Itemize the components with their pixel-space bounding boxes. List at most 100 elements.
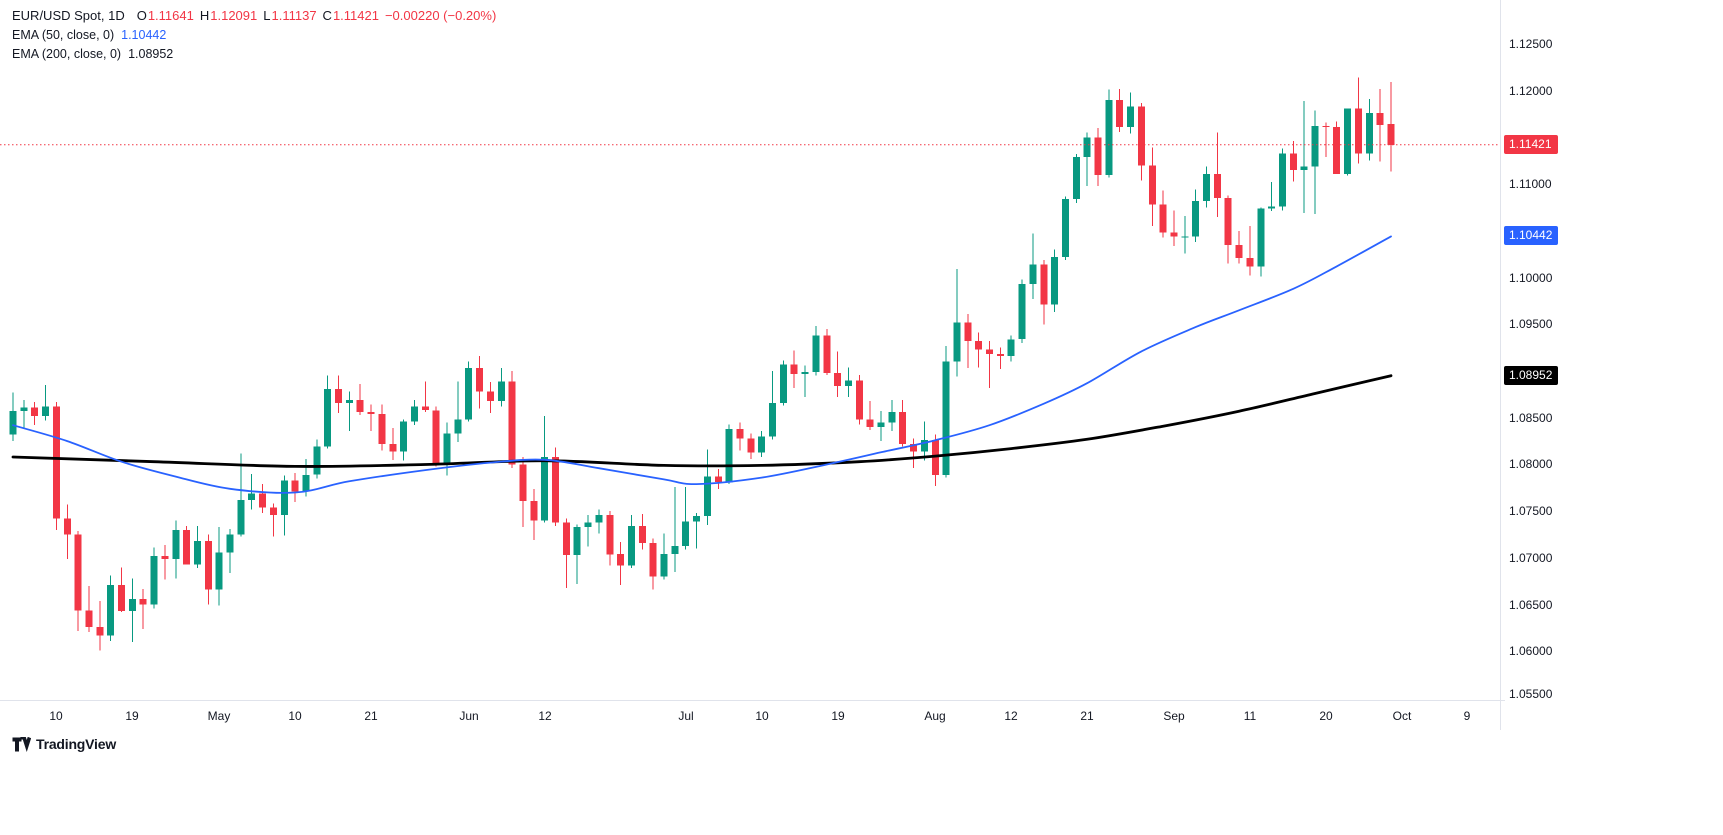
candles: [9, 77, 1395, 651]
tradingview-logo-icon: [12, 736, 31, 752]
candle-body: [899, 412, 907, 444]
candle-body: [9, 411, 17, 435]
candle-body: [888, 412, 896, 423]
candle-body: [975, 341, 983, 350]
candle-body: [31, 407, 39, 416]
candle-body: [769, 402, 776, 437]
candle-body: [107, 585, 115, 636]
candle-body: [877, 422, 885, 428]
high-label: H: [199, 8, 210, 23]
candle-body: [432, 410, 440, 464]
candle-body: [747, 438, 755, 453]
time-tick-label: 10: [755, 709, 769, 723]
candle-body: [617, 554, 625, 566]
candle-body: [302, 474, 310, 492]
ema50-label: EMA (50, close, 0): [12, 28, 115, 42]
candle-body: [964, 322, 972, 342]
candle-body: [638, 526, 646, 543]
tradingview-logo[interactable]: TradingView: [12, 736, 116, 752]
candle-body: [910, 443, 917, 452]
candle-body: [324, 388, 332, 447]
time-tick-label: May: [207, 709, 231, 723]
candle-body: [530, 500, 538, 521]
time-scale[interactable]: 10 19 May 10 21 Jun 12 Jul 10 19 Aug 12 21 Sep 11 20 Oct…: [0, 700, 1505, 730]
candle-body: [1246, 257, 1254, 267]
candle-body: [660, 554, 668, 577]
time-tick-label: 12: [1004, 709, 1018, 723]
candle-body: [1072, 157, 1080, 200]
candle-body: [1094, 137, 1102, 175]
candle-body: [703, 476, 711, 516]
candle-body: [389, 443, 397, 452]
candle-body: [1105, 100, 1113, 175]
time-tick-label: 20: [1319, 709, 1333, 723]
candle-body: [150, 556, 158, 605]
candle-body: [942, 361, 950, 475]
candle-body: [866, 419, 874, 428]
candle-body: [215, 552, 223, 590]
candle-body: [172, 529, 180, 559]
candle-body: [497, 381, 505, 401]
candle-body: [63, 518, 71, 535]
candle-body: [834, 372, 842, 386]
candle-body: [1300, 166, 1308, 171]
candle-body: [1148, 165, 1156, 205]
candle-body: [1192, 200, 1200, 237]
open-label: O: [136, 8, 147, 23]
candle-body: [356, 400, 364, 413]
time-tick-label: 12: [538, 709, 552, 723]
candle-body: [996, 354, 1004, 357]
candle-body: [844, 380, 852, 386]
open-value: 1.11641: [147, 8, 194, 23]
candle-body: [465, 368, 473, 420]
candle-body: [1311, 126, 1319, 167]
candle-body: [1170, 232, 1178, 237]
candle-body: [1051, 257, 1059, 305]
time-tick-label: 19: [125, 709, 139, 723]
candle-body: [1365, 113, 1373, 154]
candle-body: [193, 541, 201, 565]
price-tick-label: 1.12000: [1509, 83, 1553, 98]
legend-symbol-row[interactable]: EUR/USD Spot, 1D O 1.11641 H 1.12091 L 1.11…: [12, 8, 496, 24]
candle-body: [128, 599, 136, 612]
candle-body: [1181, 236, 1189, 238]
candle-body: [519, 464, 527, 501]
price-badge-ema-50: 1.10442: [1504, 226, 1558, 246]
close-label: C: [322, 8, 332, 23]
candle-body: [790, 364, 798, 374]
candle-body: [400, 421, 408, 452]
candle-body: [476, 368, 484, 392]
candle-body: [486, 391, 494, 401]
time-tick-label: 10: [49, 709, 63, 723]
candle-body: [1018, 284, 1026, 340]
price-tick-label: 1.06500: [1509, 597, 1553, 612]
candle-body: [682, 521, 690, 546]
candle-body: [552, 457, 559, 523]
legend-ema50-row[interactable]: EMA (50, close, 0) 1.10442: [12, 27, 496, 43]
candle-body: [953, 322, 961, 362]
candle-body: [812, 335, 820, 372]
price-badge-ema-200: 1.08952: [1504, 365, 1558, 385]
candle-body: [758, 436, 766, 453]
candle-body: [1029, 264, 1037, 285]
candle-body: [714, 476, 722, 483]
candle-body: [627, 526, 635, 566]
candle-body: [986, 349, 993, 355]
legend-ema200-row[interactable]: EMA (200, close, 0) 1.08952: [12, 46, 496, 62]
candlestick-chart[interactable]: [0, 0, 1500, 700]
candle-body: [85, 610, 93, 628]
candle-body: [248, 493, 256, 500]
candle-body: [1376, 113, 1384, 126]
price-scale[interactable]: 1.05500 1.06000 1.06500 1.07000 1.07500 1.080…: [1500, 0, 1630, 730]
chart-plot-area[interactable]: EUR/USD Spot, 1D O 1.11641 H 1.12091 L 1.11…: [0, 0, 1500, 700]
candle-body: [779, 364, 787, 403]
candle-body: [96, 627, 104, 636]
candle-body: [42, 406, 49, 416]
candle-body: [161, 556, 169, 559]
candle-body: [573, 527, 581, 556]
time-tick-label: 21: [1080, 709, 1094, 723]
price-badge-last-price: 1.11421: [1504, 134, 1558, 154]
candle-body: [1279, 153, 1286, 207]
candle-body: [693, 515, 700, 522]
candle-body: [313, 446, 321, 475]
